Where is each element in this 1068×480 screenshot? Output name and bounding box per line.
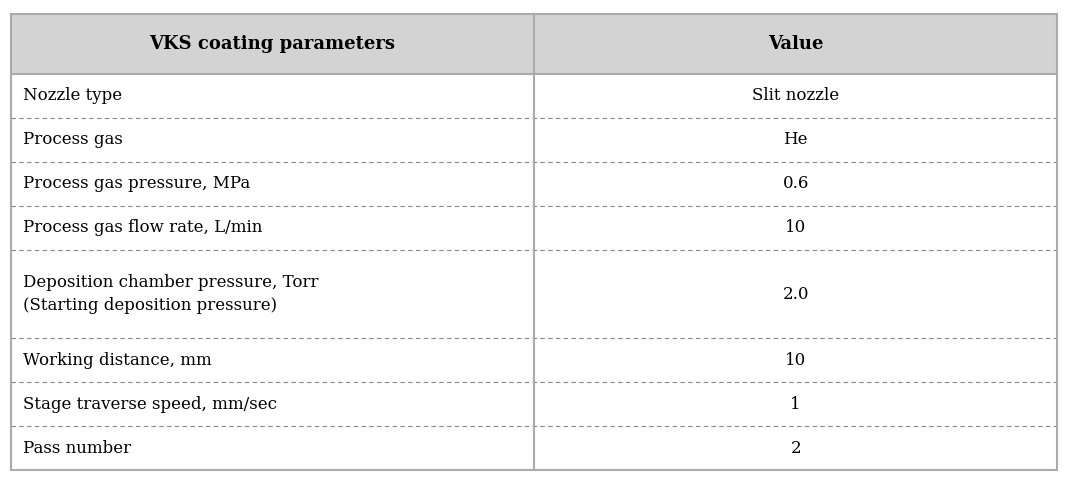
Text: 1: 1 [790, 396, 801, 413]
Text: He: He [784, 132, 807, 148]
Text: Process gas pressure, MPa: Process gas pressure, MPa [23, 175, 251, 192]
Text: Pass number: Pass number [23, 440, 131, 457]
Text: 0.6: 0.6 [783, 175, 808, 192]
Text: 10: 10 [785, 352, 806, 369]
Text: Process gas flow rate, L/min: Process gas flow rate, L/min [23, 219, 263, 237]
Text: Process gas: Process gas [23, 132, 124, 148]
Text: Working distance, mm: Working distance, mm [23, 352, 213, 369]
Text: VKS coating parameters: VKS coating parameters [150, 35, 395, 53]
Text: Deposition chamber pressure, Torr
(Starting deposition pressure): Deposition chamber pressure, Torr (Start… [23, 275, 319, 314]
FancyBboxPatch shape [11, 14, 1057, 74]
Text: 2: 2 [790, 440, 801, 457]
Text: 2.0: 2.0 [783, 286, 808, 302]
Text: Stage traverse speed, mm/sec: Stage traverse speed, mm/sec [23, 396, 278, 413]
Text: Nozzle type: Nozzle type [23, 87, 123, 104]
Text: Slit nozzle: Slit nozzle [752, 87, 839, 104]
Text: Value: Value [768, 35, 823, 53]
FancyBboxPatch shape [11, 74, 1057, 470]
Text: 10: 10 [785, 219, 806, 237]
